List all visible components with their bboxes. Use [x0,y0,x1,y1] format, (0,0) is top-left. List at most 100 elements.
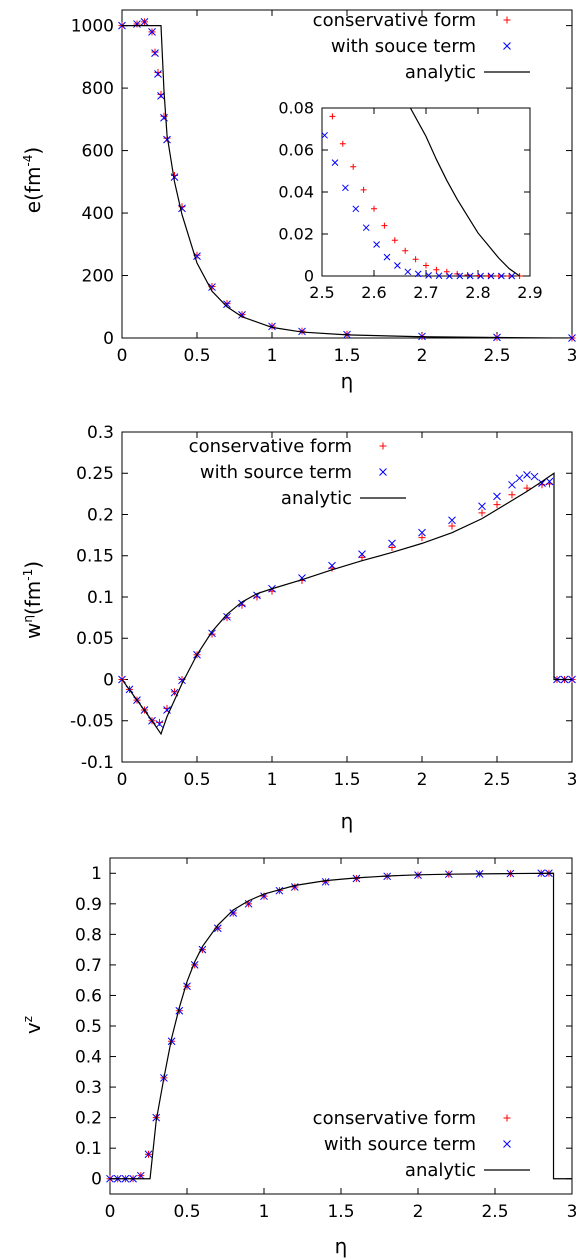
panel3-x-axis-label: η [335,1234,348,1258]
data-point-plus [360,186,367,193]
panel3-y-axis-label: vz [21,1016,45,1034]
data-point-plus [418,534,426,542]
y-tick-label: 0.3 [87,423,114,443]
data-point-plus [493,501,501,509]
panel1-x-axis-label: η [341,369,354,393]
data-point-cross [151,49,159,57]
y-tick-label: 0.04 [278,183,314,202]
series-line-analytic [122,472,572,736]
panel2-x-ticks: 0 0.5 1 1.5 2 2.5 3 [117,432,578,790]
panel2-y-ticks: -0.1 -0.05 0 0.05 0.1 0.15 0.2 0.25 0.3 [70,423,572,773]
panel-energy-density: 0 0.5 1 1.5 2 2.5 3 0 200 400 600 800 1000 η e(fm-4… [21,9,578,393]
data-point-cross [530,472,539,481]
x-tick-label: 0.5 [173,1202,200,1222]
x-tick-label: 2.8 [465,283,490,302]
panel3-legend: conservative form with source term analy… [313,1108,530,1181]
y-tick-label: 0 [304,267,314,286]
data-point-cross [425,272,432,279]
data-point-cross [157,92,165,100]
y-tick-label: 0.08 [278,99,314,118]
data-point-cross [523,471,531,479]
y-tick-label: 1 [91,864,102,884]
data-point-plus [448,522,456,530]
data-point-cross [388,539,396,548]
y-tick-label: 200 [82,266,114,286]
data-point-plus [339,140,346,147]
data-point-plus [171,172,178,180]
legend-label-source: with souce term [331,36,476,57]
x-tick-label: 2.5 [481,1202,508,1222]
y-tick-label: 600 [82,142,114,162]
x-tick-label: 3 [567,346,578,366]
data-point-cross [155,720,164,728]
data-point-plus [151,48,159,56]
data-point-plus [160,112,168,120]
x-tick-label: 0.5 [183,770,210,790]
y-tick-label: -0.05 [70,712,114,732]
y-tick-label: 0.7 [75,956,102,976]
data-point-cross [321,877,330,886]
x-tick-label: 0.5 [183,346,210,366]
y-tick-label: -0.1 [81,753,114,773]
y-tick-label: 1000 [71,17,114,37]
data-point-plus [154,68,162,76]
data-point-cross [208,283,216,291]
panel3-x-ticks: 0 0.5 1 1.5 2 2.5 3 [105,858,578,1222]
data-point-cross [414,270,422,278]
panel3-series [106,869,572,1183]
data-point-cross [477,272,484,280]
data-point-cross [352,874,361,883]
panel2-x-axis-label: η [341,809,354,833]
series-line-analytic [122,25,572,338]
data-point-cross [148,28,156,36]
x-tick-label: 2.7 [413,283,438,302]
y-tick-label: 0.1 [75,1139,102,1159]
x-tick-label: 3 [567,770,578,790]
x-tick-label: 1 [267,770,278,790]
data-point-plus [423,262,429,269]
x-tick-label: 1 [267,346,278,366]
x-tick-label: 2 [417,770,428,790]
data-point-cross [223,612,231,621]
legend-label-source: with source term [200,462,352,483]
y-tick-label: 0 [91,1170,102,1190]
data-point-cross [223,300,231,309]
panel1-inset: 2.5 2.6 2.7 2.8 2.9 0 0.02 0.04 0.06 0.08 [278,99,542,302]
legend-label-conservative: conservative form [189,436,352,457]
series-line-analytic [409,108,520,276]
inset-x-ticks: 2.5 2.6 2.7 2.8 2.9 [309,108,543,302]
data-point-cross [163,135,171,144]
panel1-series [118,18,576,342]
inset-y-ticks: 0 0.02 0.04 0.06 0.08 [278,99,530,286]
inset-frame [321,107,531,277]
data-point-cross [229,909,238,917]
data-point-cross [498,272,505,280]
series-line-analytic [110,872,572,1180]
x-tick-label: 0 [117,770,128,790]
data-point-cross [508,272,516,280]
data-point-cross [373,241,380,248]
panel-momentum-density: 0 0.5 1 1.5 2 2.5 3 -0.1 -0.05 0 0.05 0.1 0.15 0.2 0.… [21,423,577,833]
y-tick-label: 800 [82,79,114,99]
y-tick-label: 0 [103,329,114,349]
x-tick-label: 2.6 [361,283,386,302]
data-point-cross [352,205,360,213]
y-tick-label: 0.06 [278,141,314,160]
data-point-cross [362,224,370,232]
y-tick-label: 0.15 [76,547,114,567]
data-point-plus [156,718,163,726]
data-point-plus [329,113,336,120]
x-tick-label: 3 [567,1202,578,1222]
data-point-cross [515,474,524,483]
data-point-plus [379,442,387,450]
legend-label-analytic: analytic [405,62,476,83]
data-point-plus [503,16,511,24]
data-point-plus [238,601,246,609]
data-point-cross [342,184,349,192]
data-point-plus [433,266,440,273]
y-tick-label: 0.9 [75,895,102,915]
data-point-cross [175,1006,184,1015]
data-point-plus [171,688,178,696]
data-point-cross [358,550,366,558]
data-point-cross [418,528,426,537]
